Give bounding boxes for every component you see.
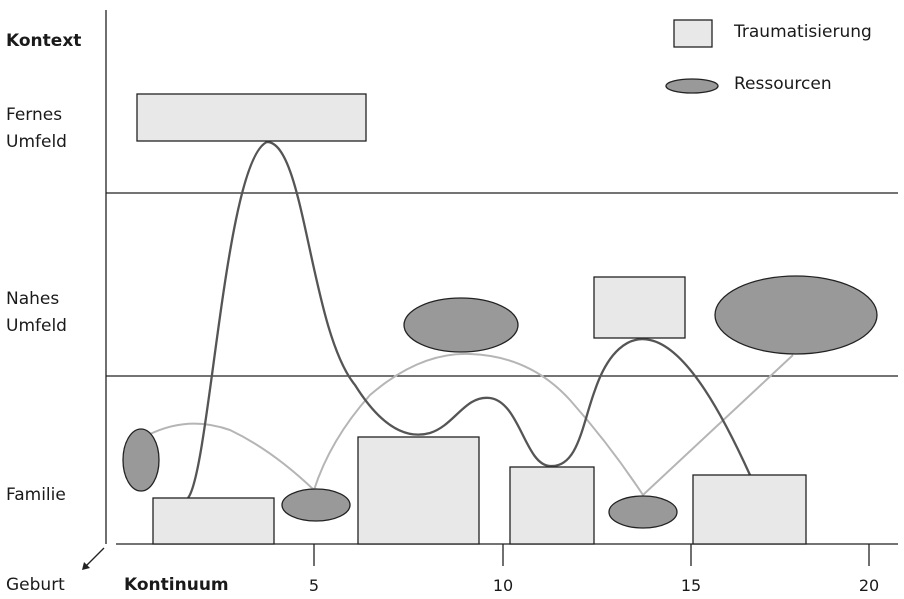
legend-resource-swatch [665,78,719,94]
legend-trauma-label: Traumatisierung [734,22,872,42]
trauma-curve [187,140,752,499]
level-label-fernes: Fernes Umfeld [6,102,67,156]
y-axis-title: Kontext [6,31,82,51]
resource-curve [147,352,794,497]
trauma-box [593,276,686,339]
tick-label-10: 10 [492,576,514,595]
level-label-line2: Umfeld [6,132,67,152]
legend-resource-label: Ressourcen [734,74,832,94]
legend-trauma-swatch [673,19,713,48]
resource-ellipse [122,428,160,492]
origin-label: Geburt [6,575,65,595]
trauma-box [509,466,595,545]
origin-arrow-head [82,562,90,570]
resource-ellipse [281,488,351,522]
tick-label-5: 5 [308,576,320,595]
tick-label-20: 20 [858,576,880,595]
level-label-line2: Umfeld [6,316,67,336]
level-label-line1: Familie [6,485,66,505]
tick-label-15: 15 [680,576,702,595]
resource-ellipse [403,297,519,353]
level-label-line1: Nahes [6,289,60,309]
level-label-line1: Fernes [6,105,63,125]
level-label-nahes: Nahes Umfeld [6,286,67,340]
resource-ellipse [714,275,878,355]
origin-arrow-line [85,547,105,567]
resource-ellipse [608,495,678,529]
trauma-box [136,93,367,142]
x-axis-title: Kontinuum [124,575,229,595]
trauma-box [152,497,275,545]
level-label-familie: Familie [6,482,66,509]
trauma-box [357,436,480,545]
trauma-box [692,474,807,545]
